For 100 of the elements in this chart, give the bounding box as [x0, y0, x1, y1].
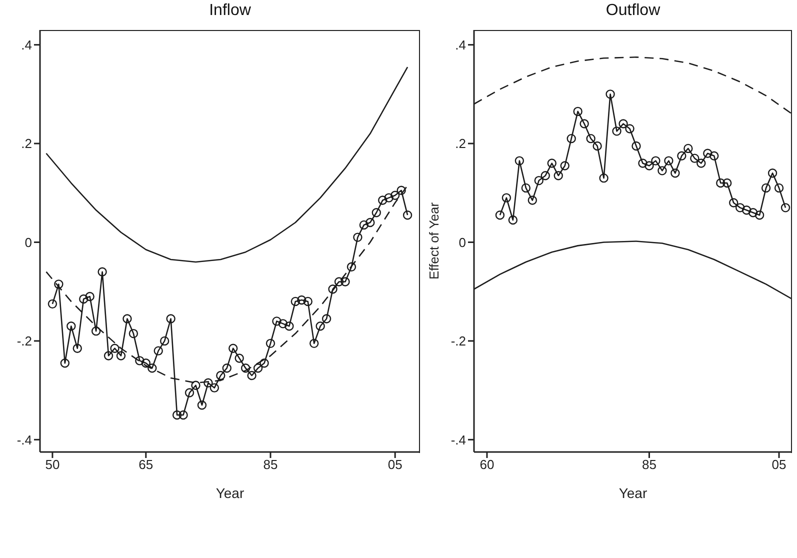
x-tick-label: 85: [263, 457, 278, 472]
point: [651, 156, 660, 166]
point: [554, 171, 563, 180]
point: [72, 344, 82, 353]
point: [378, 196, 388, 205]
point: [366, 218, 375, 228]
y-tick-label: .2: [455, 136, 466, 152]
point: [632, 141, 641, 151]
point: [160, 336, 170, 346]
y-tick-label: -.4: [450, 432, 466, 448]
point: [346, 262, 356, 272]
point: [664, 156, 674, 166]
x-tick-label: 65: [138, 457, 154, 472]
x-tick-label: 50: [45, 457, 60, 472]
point: [228, 344, 238, 353]
point: [240, 363, 250, 373]
point: [353, 232, 362, 242]
point: [260, 358, 269, 368]
point: [148, 363, 157, 373]
x-tick-label: 85: [642, 457, 656, 472]
y-axis-title: Effect of Year: [426, 202, 442, 280]
point: [592, 141, 602, 151]
point: [278, 319, 288, 328]
point: [696, 158, 706, 168]
point: [566, 134, 576, 144]
point: [599, 173, 608, 183]
y-tick-label: .4: [455, 37, 466, 52]
point: [710, 151, 719, 160]
point: [328, 284, 338, 294]
point: [359, 220, 369, 230]
point: [178, 410, 188, 420]
point: [372, 208, 381, 218]
point: [658, 166, 667, 176]
y-tick-label: -.2: [16, 334, 32, 349]
point: [502, 193, 512, 202]
point: [384, 193, 394, 202]
point: [606, 90, 615, 99]
point: [748, 208, 758, 218]
chart-title: Outflow: [604, 2, 662, 20]
point: [98, 267, 107, 276]
point: [166, 314, 176, 324]
point: [690, 154, 700, 163]
point: [716, 178, 726, 188]
point: [728, 198, 738, 208]
point: [754, 210, 764, 220]
point: [402, 210, 412, 220]
point: [703, 148, 712, 158]
point: [266, 338, 276, 348]
y-tick-label: -.4: [16, 432, 32, 448]
point: [284, 322, 294, 331]
point: [612, 126, 622, 136]
y-tick-label: 0: [458, 234, 466, 250]
point: [141, 358, 150, 368]
x-tick-label: 60: [480, 457, 494, 472]
point: [677, 151, 686, 160]
point: [48, 299, 58, 309]
point: [128, 328, 138, 338]
point: [560, 161, 570, 170]
point: [79, 294, 88, 304]
point: [210, 383, 220, 392]
point: [60, 358, 70, 368]
point: [390, 190, 400, 200]
point: [670, 168, 680, 178]
point: [116, 351, 126, 360]
point: [272, 316, 282, 326]
point: [303, 296, 312, 306]
point: [547, 158, 556, 168]
y-tick-label: .2: [21, 136, 32, 152]
point: [322, 314, 332, 324]
point: [761, 183, 771, 193]
point: [521, 183, 531, 193]
point: [495, 210, 505, 220]
point: [396, 186, 406, 196]
point: [85, 292, 94, 302]
point: [586, 134, 596, 144]
chart-title: Inflow: [208, 2, 252, 20]
point: [774, 183, 784, 193]
point: [110, 344, 120, 353]
point: [122, 314, 132, 324]
point: [253, 363, 263, 373]
point: [340, 277, 350, 286]
line-series: [46, 66, 408, 263]
x-tick-label: 05: [388, 457, 402, 472]
point: [184, 388, 194, 398]
point: [290, 296, 300, 306]
point: [735, 203, 745, 212]
point: [644, 161, 654, 170]
point: [534, 176, 544, 186]
point: [172, 410, 182, 420]
point: [247, 370, 256, 380]
point: [334, 277, 344, 286]
point: [618, 119, 628, 128]
point: [297, 295, 306, 305]
y-tick-label: 0: [24, 234, 32, 250]
point: [573, 106, 582, 116]
point: [191, 380, 200, 390]
point: [104, 351, 114, 360]
point: [154, 346, 163, 356]
point: [316, 322, 325, 331]
point: [54, 280, 64, 289]
